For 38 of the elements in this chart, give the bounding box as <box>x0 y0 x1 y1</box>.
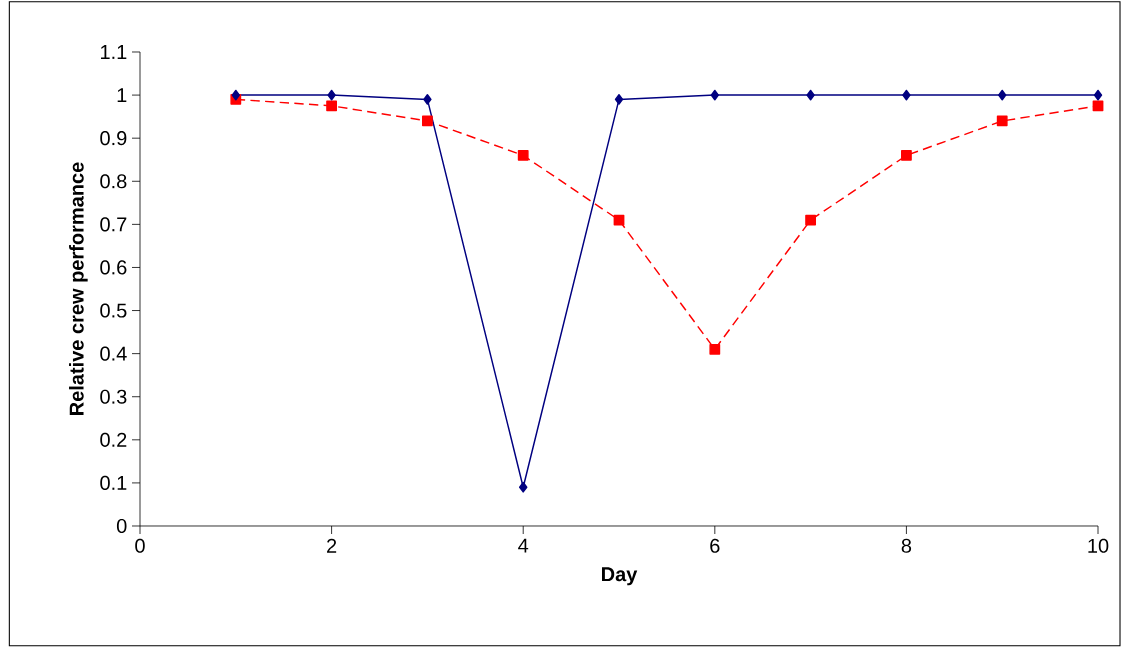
x-axis-title: Day <box>602 567 638 586</box>
y-tick-label: 0.7 <box>100 217 127 232</box>
x-tick-label: 10 <box>1088 538 1109 553</box>
y-tick-label: 0.8 <box>100 174 127 189</box>
x-tick-label: 4 <box>518 538 529 553</box>
point <box>518 481 528 493</box>
point <box>1093 89 1103 101</box>
point <box>805 214 817 226</box>
y-axis-title: Relative crew performance <box>69 162 88 415</box>
y-tick-label: 0.1 <box>100 475 127 490</box>
point <box>422 115 433 127</box>
y-tick-label: 0.3 <box>100 389 127 404</box>
x-tick-label: 6 <box>710 538 720 553</box>
y-tick-label: 0.6 <box>100 260 127 275</box>
y-tick-label: 1 <box>117 88 127 102</box>
point <box>901 150 912 161</box>
point <box>902 89 911 101</box>
x-tick-label: 0 <box>135 538 145 553</box>
point <box>326 100 338 112</box>
y-tick-label: 0.4 <box>100 346 127 361</box>
y-tick-label: 0 <box>116 518 127 534</box>
point <box>423 93 432 105</box>
point <box>614 93 624 105</box>
y-tick-label: 1.1 <box>101 45 127 59</box>
point <box>710 89 720 101</box>
y-tick-label: 0.5 <box>100 303 127 318</box>
point <box>231 89 241 101</box>
point <box>709 343 721 355</box>
y-tick-label: 0.2 <box>100 432 127 447</box>
x-tick-label: 2 <box>327 538 337 553</box>
point <box>327 89 336 101</box>
point <box>996 115 1008 127</box>
point <box>1092 100 1104 112</box>
point <box>997 89 1007 101</box>
x-tick-label: 8 <box>901 538 912 553</box>
y-tick-label: 0.9 <box>100 131 127 146</box>
point <box>517 150 529 161</box>
point <box>806 89 815 101</box>
